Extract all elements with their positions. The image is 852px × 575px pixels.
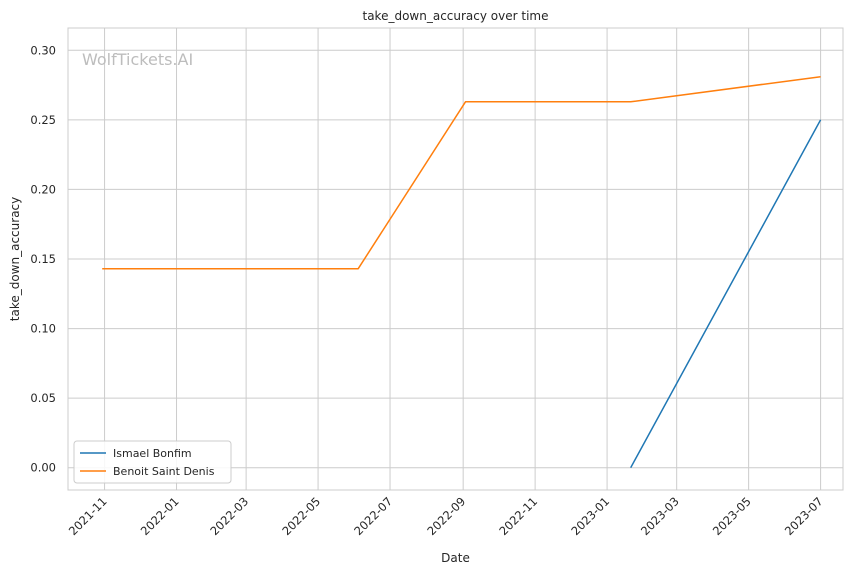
y-tick-label: 0.15 (30, 252, 56, 266)
y-tick-label: 0.10 (30, 322, 56, 336)
chart-title: take_down_accuracy over time (363, 9, 549, 23)
x-tick-label: 2022-11 (496, 494, 540, 538)
series-line-0 (630, 119, 822, 469)
x-tick-label: 2023-07 (782, 494, 826, 538)
y-tick-label: 0.20 (30, 182, 56, 196)
x-tick-label: 2022-05 (279, 494, 323, 538)
legend-label-0: Ismael Bonfim (113, 447, 192, 460)
y-tick-label: 0.30 (30, 43, 56, 57)
x-tick-label: 2022-01 (138, 494, 182, 538)
x-axis: 2021-11 2022-01 2022-03 2022-05 2022-07 2022-… (66, 494, 826, 538)
grid (68, 28, 843, 490)
legend: Ismael Bonfim Benoit Saint Denis (73, 440, 232, 484)
x-tick-label: 2021-11 (66, 494, 110, 538)
y-axis-label: take_down_accuracy (8, 197, 22, 321)
y-axis: 0.00 0.05 0.10 0.15 0.20 0.25 0.30 (30, 43, 56, 474)
x-tick-label: 2022-07 (351, 494, 395, 538)
y-tick-label: 0.05 (30, 391, 56, 405)
series-line-1 (102, 75, 821, 270)
x-tick-label: 2023-01 (568, 494, 612, 538)
watermark: WolfTickets.AI (82, 50, 193, 69)
series-layer (102, 75, 822, 469)
legend-label-1: Benoit Saint Denis (113, 465, 215, 478)
x-tick-label: 2023-05 (710, 494, 754, 538)
x-axis-label: Date (441, 551, 470, 565)
y-tick-label: 0.00 (30, 461, 56, 475)
x-tick-label: 2022-03 (207, 494, 251, 538)
y-tick-label: 0.25 (30, 113, 56, 127)
x-tick-label: 2022-09 (424, 494, 468, 538)
x-tick-label: 2023-03 (638, 494, 682, 538)
legend-box (73, 440, 232, 484)
